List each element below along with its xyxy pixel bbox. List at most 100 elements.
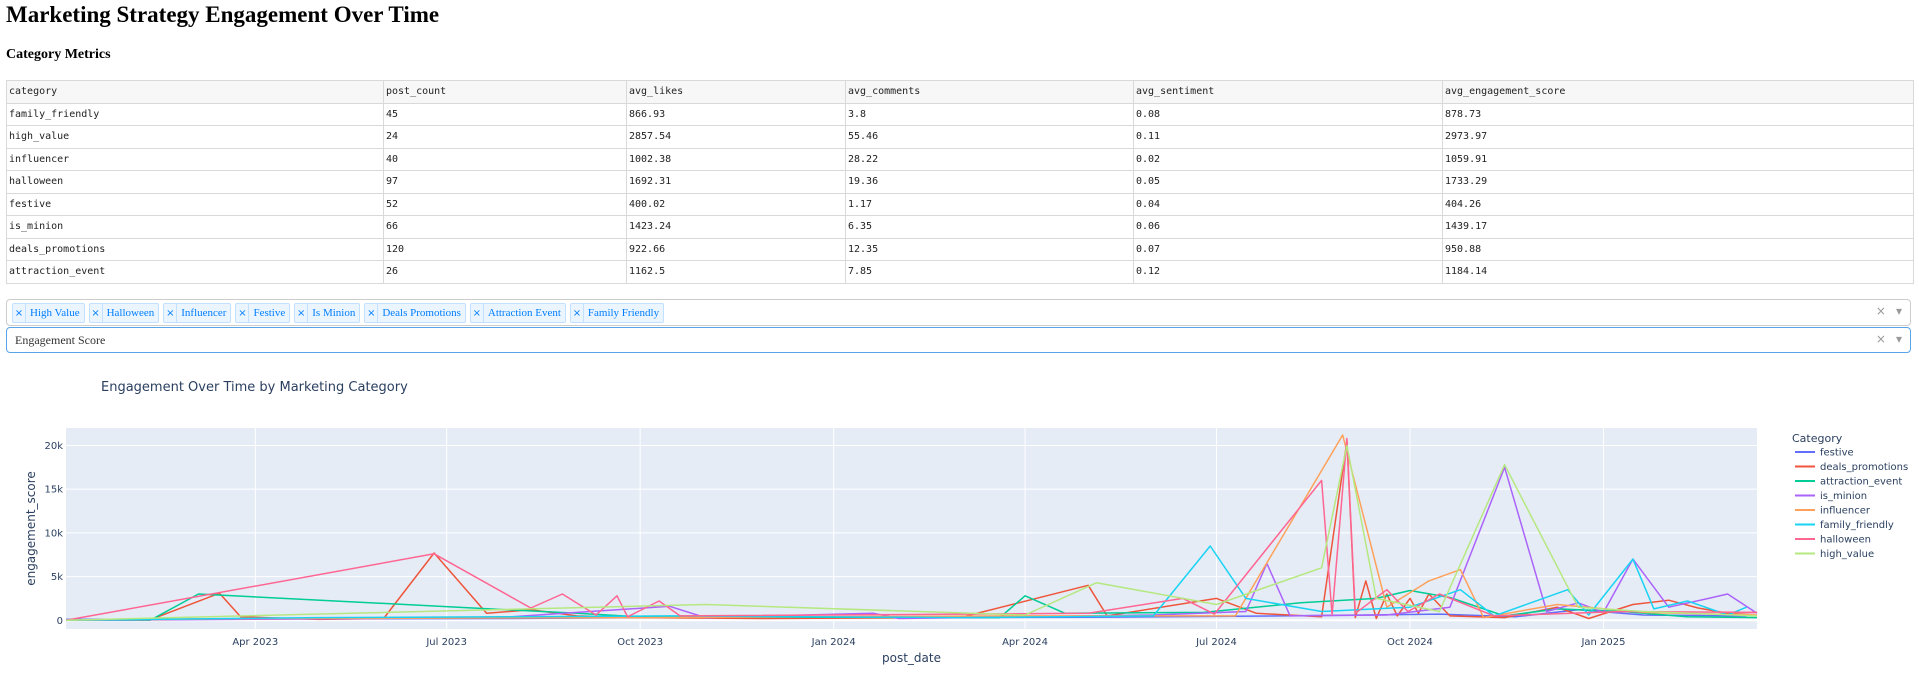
table-cell[interactable]: 120 bbox=[383, 237, 627, 261]
remove-chip-icon[interactable]: × bbox=[471, 304, 484, 322]
table-cell[interactable]: 0.12 bbox=[1133, 260, 1443, 284]
legend-item-is-minion[interactable]: is_minion bbox=[1820, 491, 1867, 502]
series-line-is-minion[interactable] bbox=[65, 466, 1758, 622]
table-cell[interactable]: attraction_event bbox=[6, 260, 384, 284]
table-cell[interactable]: 7.85 bbox=[845, 260, 1134, 284]
category-chip: × Festive bbox=[235, 303, 291, 323]
table-cell[interactable]: 1059.91 bbox=[1442, 147, 1914, 171]
table-cell[interactable]: 28.22 bbox=[845, 147, 1134, 171]
legend-item-festive[interactable]: festive bbox=[1820, 448, 1854, 459]
table-row: high_value 24 2857.54 55.46 0.11 2973.97 bbox=[6, 125, 1914, 149]
table-cell[interactable]: 0.04 bbox=[1133, 192, 1443, 216]
series-line-attraction-event[interactable] bbox=[66, 589, 1758, 622]
metric-select[interactable]: Engagement Score × ▾ bbox=[6, 327, 1911, 353]
legend-title: Category bbox=[1792, 432, 1843, 445]
table-cell[interactable]: 1.17 bbox=[845, 192, 1134, 216]
table-cell[interactable]: 1692.31 bbox=[626, 170, 846, 194]
table-cell[interactable]: 24 bbox=[383, 125, 627, 149]
legend-item-deals-promotions[interactable]: deals_promotions bbox=[1820, 462, 1908, 473]
table-cell[interactable]: 52 bbox=[383, 192, 627, 216]
table-cell[interactable]: 0.08 bbox=[1133, 102, 1443, 126]
table-cell[interactable]: 6.35 bbox=[845, 215, 1134, 239]
table-cell[interactable]: 922.66 bbox=[626, 237, 846, 261]
chevron-down-icon[interactable]: ▾ bbox=[1895, 304, 1902, 318]
series-line-halloween[interactable] bbox=[65, 437, 1758, 622]
column-header[interactable]: category bbox=[6, 80, 384, 104]
table-cell[interactable]: 12.35 bbox=[845, 237, 1134, 261]
series-line-influencer[interactable] bbox=[65, 434, 1758, 622]
table-cell[interactable]: 404.26 bbox=[1442, 192, 1914, 216]
table-cell[interactable]: 1002.38 bbox=[626, 147, 846, 171]
table-cell[interactable]: 1439.17 bbox=[1442, 215, 1914, 239]
series-line-family-friendly[interactable] bbox=[65, 545, 1747, 622]
table-cell[interactable]: 0.02 bbox=[1133, 147, 1443, 171]
table-cell[interactable]: 3.8 bbox=[845, 102, 1134, 126]
table-cell[interactable]: family_friendly bbox=[6, 102, 384, 126]
remove-chip-icon[interactable]: × bbox=[90, 304, 103, 322]
table-cell[interactable]: festive bbox=[6, 192, 384, 216]
column-header[interactable]: avg_comments bbox=[845, 80, 1134, 104]
table-cell[interactable]: 19.36 bbox=[845, 170, 1134, 194]
legend-item-family-friendly[interactable]: family_friendly bbox=[1820, 520, 1894, 531]
table-cell[interactable]: 2973.97 bbox=[1442, 125, 1914, 149]
table-cell[interactable]: 0.07 bbox=[1133, 237, 1443, 261]
table-cell[interactable]: 0.05 bbox=[1133, 170, 1443, 194]
plot-area[interactable] bbox=[66, 428, 1757, 629]
remove-chip-icon[interactable]: × bbox=[295, 304, 309, 322]
engagement-line-chart[interactable]: Engagement Over Time by Marketing Catego… bbox=[0, 360, 1919, 680]
table-cell[interactable]: 400.02 bbox=[626, 192, 846, 216]
table-cell[interactable]: 878.73 bbox=[1442, 102, 1914, 126]
table-cell[interactable]: 40 bbox=[383, 147, 627, 171]
table-cell[interactable]: 0.11 bbox=[1133, 125, 1443, 149]
table-cell[interactable]: 866.93 bbox=[626, 102, 846, 126]
column-header[interactable]: avg_likes bbox=[626, 80, 846, 104]
table-cell[interactable]: 0.06 bbox=[1133, 215, 1443, 239]
table-cell[interactable]: 97 bbox=[383, 170, 627, 194]
remove-chip-icon[interactable]: × bbox=[236, 304, 250, 322]
table-cell[interactable]: 1162.5 bbox=[626, 260, 846, 284]
table-cell[interactable]: 1184.14 bbox=[1442, 260, 1914, 284]
category-multi-select[interactable]: × High Value × Halloween × Influencer × Festive… bbox=[6, 299, 1911, 326]
table-cell[interactable]: 1733.29 bbox=[1442, 170, 1914, 194]
table-cell[interactable]: 950.88 bbox=[1442, 237, 1914, 261]
table-cell[interactable]: 2857.54 bbox=[626, 125, 846, 149]
clear-all-icon[interactable]: × bbox=[1875, 304, 1886, 318]
table-cell[interactable]: 55.46 bbox=[845, 125, 1134, 149]
legend-item-influencer[interactable]: influencer bbox=[1820, 506, 1871, 517]
category-metrics-table: category post_count avg_likes avg_commen… bbox=[6, 80, 1914, 284]
remove-chip-icon[interactable]: × bbox=[13, 304, 26, 322]
series-line-high-value[interactable] bbox=[65, 444, 1758, 622]
dropdown-controls: × ▾ bbox=[1876, 304, 1902, 318]
legend-item-high-value[interactable]: high_value bbox=[1820, 549, 1874, 560]
x-tick-label: Oct 2024 bbox=[1387, 637, 1433, 648]
column-header[interactable]: avg_engagement_score bbox=[1442, 80, 1914, 104]
table-cell[interactable]: 26 bbox=[383, 260, 627, 284]
category-chip: × Attraction Event bbox=[469, 303, 566, 323]
remove-chip-icon[interactable]: × bbox=[571, 304, 584, 322]
category-metrics-heading: Category Metrics bbox=[6, 47, 111, 62]
category-chip: × Is Minion bbox=[294, 303, 361, 323]
chevron-down-icon[interactable]: ▾ bbox=[1895, 332, 1902, 346]
column-header[interactable]: avg_sentiment bbox=[1133, 80, 1443, 104]
clear-icon[interactable]: × bbox=[1875, 332, 1886, 346]
chip-label: Influencer bbox=[181, 307, 227, 319]
x-tick-label: Jan 2025 bbox=[1580, 637, 1625, 648]
table-header-row: category post_count avg_likes avg_commen… bbox=[6, 80, 1914, 104]
table-cell[interactable]: 45 bbox=[383, 102, 627, 126]
table-cell[interactable]: high_value bbox=[6, 125, 384, 149]
x-tick-label: Jul 2024 bbox=[1195, 637, 1237, 648]
remove-chip-icon[interactable]: × bbox=[164, 304, 178, 322]
legend-item-halloween[interactable]: halloween bbox=[1820, 535, 1871, 546]
chart-title: Engagement Over Time by Marketing Catego… bbox=[101, 380, 408, 395]
table-cell[interactable]: influencer bbox=[6, 147, 384, 171]
column-header[interactable]: post_count bbox=[383, 80, 627, 104]
table-cell[interactable]: deals_promotions bbox=[6, 237, 384, 261]
table-cell[interactable]: halloween bbox=[6, 170, 384, 194]
legend-item-attraction-event[interactable]: attraction_event bbox=[1820, 477, 1902, 488]
chip-label: Halloween bbox=[106, 307, 155, 319]
table-cell[interactable]: 66 bbox=[383, 215, 627, 239]
x-tick-label: Apr 2023 bbox=[232, 637, 278, 648]
table-cell[interactable]: 1423.24 bbox=[626, 215, 846, 239]
table-cell[interactable]: is_minion bbox=[6, 215, 384, 239]
remove-chip-icon[interactable]: × bbox=[365, 304, 379, 322]
